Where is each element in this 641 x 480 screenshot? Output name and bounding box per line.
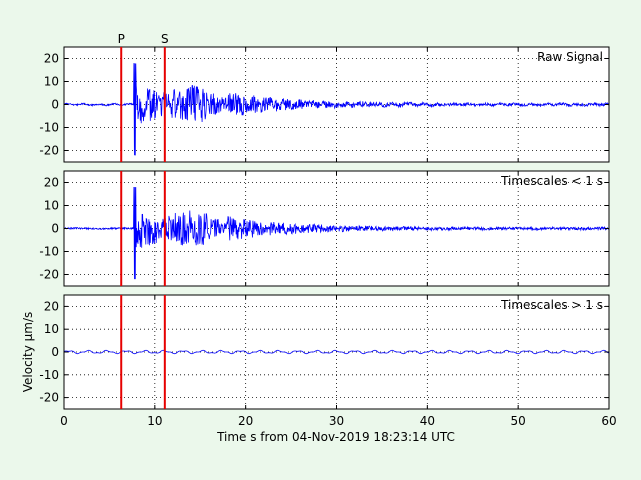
phase-label-p: P (118, 32, 125, 46)
x-tick-label: 30 (329, 414, 344, 428)
panel-3: 0 10 20 30 40 50 60 -20 -10 0 10 20 Timescales > 1 s… (21, 294, 617, 428)
y-tick-label: -10 (39, 368, 59, 382)
panel-label: Raw Signal (537, 50, 603, 64)
y-tick-label: 10 (44, 75, 59, 89)
y-axis-label: Velocity μm/s (21, 312, 35, 393)
y-tick-label: 0 (51, 98, 59, 112)
x-tick-label: 40 (420, 414, 435, 428)
y-tick-label: 20 (44, 176, 59, 190)
signal-trace (64, 349, 609, 355)
x-tick-label: 50 (511, 414, 526, 428)
phase-label-s: S (161, 32, 169, 46)
panel-label: Timescales > 1 s (500, 298, 603, 312)
x-axis-label: Time s from 04-Nov-2019 18:23:14 UTC (216, 430, 455, 444)
x-tick-label: 10 (147, 414, 162, 428)
signal-trace (64, 63, 609, 156)
y-tick-label: -20 (39, 391, 59, 405)
y-tick-label: -20 (39, 268, 59, 282)
y-tick-label: 0 (51, 222, 59, 236)
y-tick-label: -10 (39, 245, 59, 259)
signal-trace (64, 186, 609, 280)
panels: -20 -10 0 10 20 Raw Signal -20 -10 0 10 20 Timescal… (21, 46, 617, 428)
panel-2: -20 -10 0 10 20 Timescales < 1 s (39, 170, 610, 287)
x-tick-label: 60 (601, 414, 616, 428)
x-tick-label: 0 (60, 414, 68, 428)
y-tick-label: 20 (44, 52, 59, 66)
y-tick-label: -10 (39, 121, 59, 135)
x-tick-label: 20 (238, 414, 253, 428)
y-tick-label: -20 (39, 144, 59, 158)
y-tick-label: 0 (51, 345, 59, 359)
panel-1: -20 -10 0 10 20 Raw Signal (39, 46, 610, 163)
y-tick-label: 10 (44, 199, 59, 213)
y-tick-label: 20 (44, 299, 59, 313)
y-tick-label: 10 (44, 322, 59, 336)
panel-label: Timescales < 1 s (500, 174, 603, 188)
